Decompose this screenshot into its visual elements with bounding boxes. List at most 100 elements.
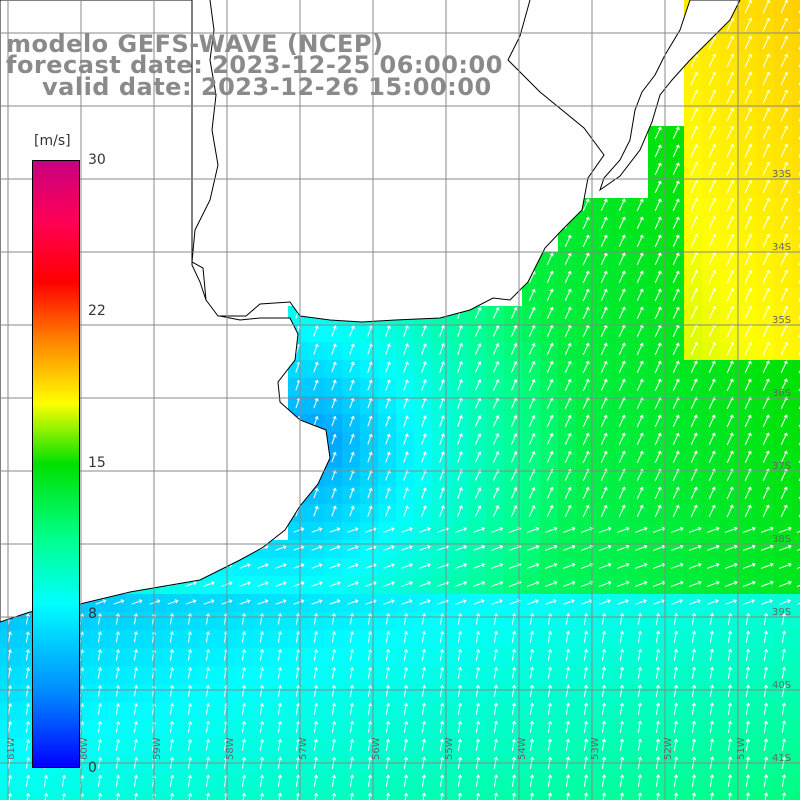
wind-arrow-head [637, 702, 643, 707]
wind-arrow [565, 721, 569, 733]
wind-arrow [727, 631, 731, 643]
wind-arrow-head [697, 562, 702, 567]
wind-arrow [332, 793, 335, 800]
wind-arrow [583, 649, 587, 661]
wind-arrow [544, 581, 557, 587]
wind-arrow-head [493, 702, 499, 707]
wind-arrow-head [621, 414, 626, 419]
colorbar [32, 160, 80, 768]
wind-arrow-head [332, 433, 337, 438]
speed-cell [324, 792, 342, 800]
longitude-label: 54W [517, 737, 528, 760]
wind-arrow-head [331, 666, 337, 671]
wind-arrow-head [639, 360, 644, 365]
speed-cell [360, 792, 378, 800]
wind-arrow [473, 527, 485, 533]
wind-arrow [564, 505, 571, 517]
speed-cell [792, 540, 800, 558]
wind-arrow-head [349, 684, 355, 689]
wind-arrow-head [440, 487, 445, 491]
wind-arrow [619, 613, 623, 625]
wind-arrow-head [565, 612, 571, 617]
wind-arrow [762, 198, 770, 212]
wind-arrow [780, 451, 788, 464]
wind-arrow [726, 505, 734, 518]
wind-arrow-head [733, 562, 738, 567]
wind-arrow-head [115, 702, 121, 707]
wind-arrow [690, 108, 698, 122]
wind-arrow-head [120, 599, 125, 604]
wind-arrow [528, 397, 535, 409]
wind-arrow [311, 582, 323, 587]
wind-arrow-head [336, 527, 341, 532]
wind-arrow-head [781, 792, 787, 797]
wind-arrow [654, 433, 662, 446]
wind-arrow [510, 379, 517, 391]
wind-arrow [133, 667, 137, 679]
wind-arrow-head [673, 684, 679, 689]
wind-arrow [367, 416, 372, 427]
latitude-label: 33S [772, 169, 791, 180]
wind-arrow [674, 793, 677, 800]
wind-arrow-head [585, 252, 590, 257]
wind-arrow [185, 600, 196, 605]
wind-arrow [600, 289, 608, 302]
wind-arrow [744, 397, 752, 410]
wind-arrow [275, 600, 286, 605]
wind-arrow-head [675, 252, 680, 257]
wind-arrow-head [643, 580, 648, 585]
wind-arrow [724, 563, 738, 569]
wind-arrow-head [332, 487, 337, 492]
wind-arrow-head [766, 0, 771, 4]
wind-arrow-head [639, 414, 644, 419]
wind-arrow [439, 487, 445, 499]
wind-arrow [780, 270, 788, 284]
wind-arrow [744, 162, 752, 176]
wind-arrow [510, 469, 517, 481]
wind-arrow-head [727, 648, 733, 653]
wind-arrow-head [693, 432, 698, 437]
wind-arrow [673, 649, 677, 661]
wind-arrow-head [97, 685, 103, 689]
wind-arrow-head [715, 544, 720, 549]
wind-arrow-head [621, 306, 626, 311]
wind-arrow-head [475, 774, 481, 779]
wind-arrow [347, 581, 359, 587]
wind-arrow-head [313, 738, 319, 743]
speed-cell [738, 792, 756, 800]
wind-arrow [205, 631, 209, 643]
wind-arrow-head [763, 720, 769, 725]
wind-arrow [708, 361, 716, 374]
wind-arrow-head [300, 545, 305, 550]
wind-arrow-head [367, 792, 373, 797]
wind-arrow [149, 600, 160, 605]
wind-arrow-head [624, 599, 629, 604]
wind-arrow-head [747, 486, 752, 491]
wind-arrow [295, 685, 299, 697]
speed-cell [792, 36, 800, 54]
wind-arrow-head [481, 580, 486, 586]
wind-arrow [223, 631, 227, 643]
wind-arrow [743, 599, 755, 605]
wind-arrow-head [332, 379, 337, 384]
wind-arrow [672, 433, 680, 446]
wind-arrow [726, 324, 734, 338]
wind-arrow [762, 72, 770, 86]
wind-arrow-head [763, 702, 769, 707]
wind-arrow [781, 631, 785, 643]
wind-arrow [637, 667, 641, 679]
wind-arrow [365, 564, 377, 569]
longitude-label: 55W [444, 737, 455, 760]
wind-arrow [385, 631, 389, 643]
latitude-label: 37S [772, 461, 791, 472]
wind-arrow [780, 252, 788, 266]
wind-arrow-head [766, 17, 771, 22]
wind-arrow [654, 289, 662, 302]
wind-arrow [115, 685, 119, 697]
wind-arrow [727, 685, 731, 697]
wind-arrow [97, 721, 101, 733]
wind-arrow-head [367, 630, 373, 635]
wind-arrow [439, 343, 445, 355]
wind-arrow-head [784, 179, 789, 184]
